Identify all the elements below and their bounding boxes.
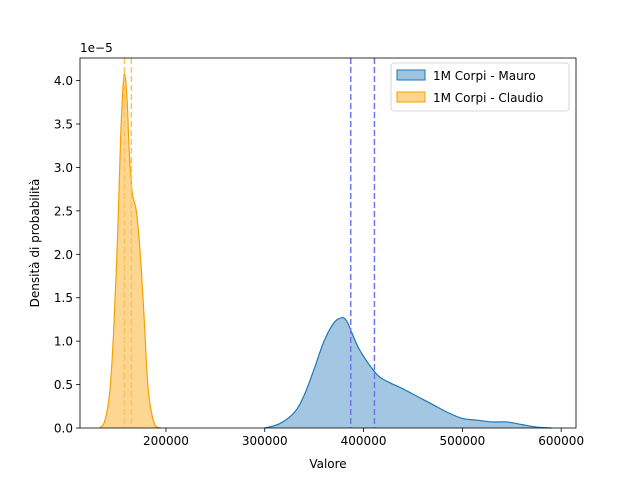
x-tick-label: 600000: [538, 434, 584, 448]
y-tick-label: 4.0: [54, 74, 73, 88]
x-axis-ticks: 200000 300000 400000 500000 600000: [143, 428, 584, 448]
mean-lines: [123, 58, 376, 428]
y-tick-label: 3.5: [54, 118, 73, 132]
y-tick-label: 2.5: [54, 204, 73, 218]
legend-label-1: 1M Corpi - Mauro: [433, 69, 536, 83]
legend-box: [390, 62, 570, 112]
axes-frame: [79, 57, 577, 429]
density-fill-2: [99, 73, 162, 428]
y-axis-offset-label: 1e−5: [80, 41, 113, 55]
legend: 1M Corpi - Mauro 1M Corpi - Claudio: [390, 62, 570, 112]
density-line-1: [264, 317, 552, 429]
y-axis-ticks: 0.0 0.5 1.0 1.5 2.0 2.5 3.0 3.5 4.0: [54, 74, 80, 436]
density-areas: [99, 73, 552, 429]
legend-label-2: 1M Corpi - Claudio: [433, 91, 543, 105]
density-fill-1: [264, 317, 552, 428]
legend-swatch-1: [396, 69, 426, 81]
y-tick-label: 0.5: [54, 378, 73, 392]
y-tick-label: 0.0: [54, 422, 73, 436]
density-line-2: [99, 73, 162, 429]
y-tick-label: 1.0: [54, 335, 73, 349]
x-axis-label: Valore: [309, 457, 346, 471]
x-tick-label: 200000: [143, 434, 189, 448]
y-tick-label: 2.0: [54, 248, 73, 262]
x-tick-label: 500000: [439, 434, 485, 448]
y-axis-label: Densità di probabilità: [28, 179, 42, 308]
x-tick-label: 300000: [242, 434, 288, 448]
x-tick-label: 400000: [341, 434, 387, 448]
y-tick-label: 3.0: [54, 161, 73, 175]
legend-swatch-2: [396, 91, 426, 103]
y-tick-label: 1.5: [54, 291, 73, 305]
